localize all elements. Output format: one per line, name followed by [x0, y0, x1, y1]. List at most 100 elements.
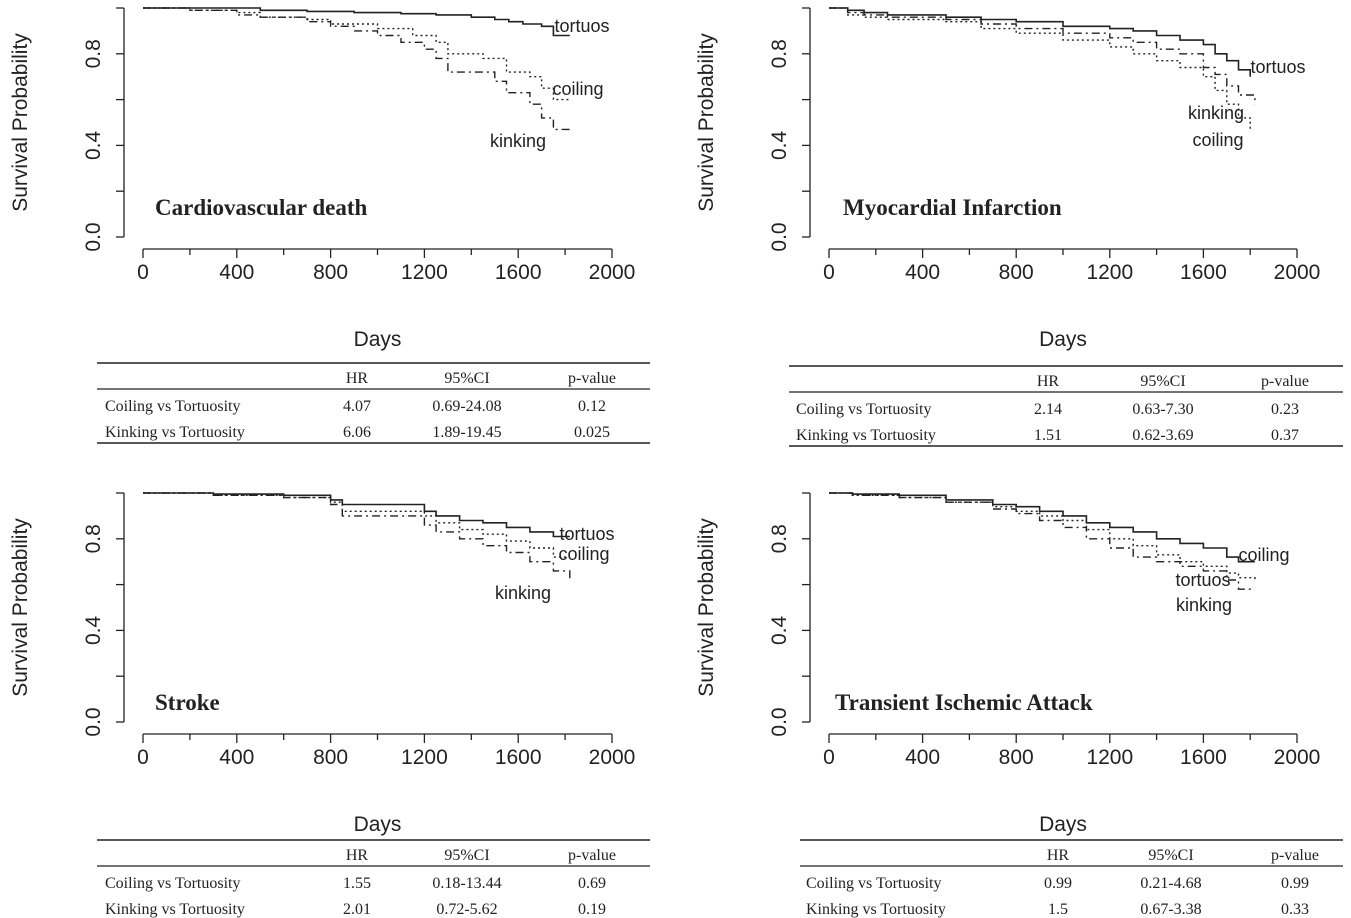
table-cell: 0.62-3.69	[1132, 427, 1193, 444]
x-tick-label: 0	[823, 261, 835, 284]
table-cell: 0.69	[578, 875, 606, 892]
table-cell: 0.21-4.68	[1140, 875, 1201, 892]
series-line-coiling	[143, 7, 570, 101]
series-line-kinking	[143, 7, 570, 131]
series-label-coiling: coiling	[552, 79, 603, 99]
table-cell: 6.06	[343, 424, 371, 441]
table-row-label: Coiling vs Tortuosity	[105, 398, 241, 415]
table-cell: 1.51	[1034, 427, 1062, 444]
y-tick-label: 0.4	[82, 130, 105, 160]
x-axis-label: Days	[1039, 813, 1087, 836]
x-tick-label: 800	[313, 746, 348, 769]
table-cell: 0.23	[1271, 401, 1299, 418]
series-line-kinking	[143, 492, 571, 580]
series-line-tortuos	[829, 7, 1251, 77]
x-tick-label: 2000	[589, 746, 636, 769]
y-axis-label: Survival Probability	[695, 33, 718, 212]
x-tick-label: 1200	[1086, 261, 1133, 284]
table-cell: 0.69-24.08	[432, 398, 501, 415]
table-cell: 0.025	[574, 424, 610, 441]
table-header-cell: HR	[1037, 373, 1060, 390]
table-cell: 0.99	[1044, 875, 1072, 892]
series-line-coiling	[829, 492, 1255, 563]
x-axis-label: Days	[354, 813, 402, 836]
series-label-coiling: coiling	[1238, 545, 1289, 565]
table-cell: 1.89-19.45	[432, 424, 501, 441]
y-tick-label: 0.0	[82, 707, 105, 736]
table-header-cell: HR	[1047, 847, 1070, 864]
x-axis-label: Days	[1039, 328, 1087, 351]
series-label-kinking: kinking	[490, 131, 546, 151]
table-row-label: Kinking vs Tortuosity	[806, 901, 946, 918]
table-header-cell: HR	[346, 370, 369, 387]
y-tick-label: 0.8	[768, 524, 791, 553]
x-axis-label: Days	[354, 328, 402, 351]
series-label-coiling: coiling	[558, 544, 609, 564]
x-tick-label: 0	[823, 746, 835, 769]
y-tick-label: 0.0	[768, 707, 791, 736]
table-header-cell: p-value	[1261, 373, 1309, 390]
series-label-tortuos: tortuos	[554, 16, 609, 36]
table-row-label: Coiling vs Tortuosity	[105, 875, 241, 892]
series-label-kinking: kinking	[1188, 103, 1244, 123]
y-tick-label: 0.4	[82, 615, 105, 645]
chart-panel: 0.0 0.4 0.8 Survival Probability 0 400 800 1200…	[695, 7, 1343, 447]
chart-title: Transient Ischemic Attack	[835, 690, 1093, 715]
x-tick-label: 1200	[1086, 746, 1133, 769]
table-header-cell: 95%CI	[1148, 847, 1193, 864]
table-cell: 0.99	[1281, 875, 1309, 892]
series-label-tortuos: tortuos	[559, 524, 614, 544]
y-axis-label: Survival Probability	[9, 518, 32, 697]
y-tick-label: 0.4	[768, 615, 791, 645]
series-line-kinking	[829, 492, 1255, 590]
chart-panel: 0.0 0.4 0.8 Survival Probability 0 400 800 1200…	[695, 492, 1343, 918]
x-tick-label: 400	[905, 746, 940, 769]
table-cell: 0.67-3.38	[1140, 901, 1201, 918]
x-tick-label: 400	[905, 261, 940, 284]
y-axis-label: Survival Probability	[9, 33, 32, 212]
table-cell: 0.37	[1271, 427, 1299, 444]
x-tick-label: 800	[999, 746, 1034, 769]
x-tick-label: 2000	[1274, 746, 1321, 769]
x-tick-label: 0	[137, 746, 149, 769]
table-row-label: Coiling vs Tortuosity	[806, 875, 942, 892]
y-tick-label: 0.4	[768, 130, 791, 160]
y-tick-label: 0.0	[82, 222, 105, 251]
chart-title: Stroke	[155, 690, 220, 715]
table-cell: 0.19	[578, 901, 606, 918]
table-row-label: Coiling vs Tortuosity	[796, 401, 932, 418]
stats-table: HR 95%CI p-value Coiling vs Tortuosity 4.07 0…	[97, 362, 650, 444]
table-header-cell: HR	[346, 847, 369, 864]
series-line-tortuos	[143, 492, 570, 538]
x-tick-label: 1200	[401, 261, 448, 284]
x-tick-label: 1600	[1180, 746, 1227, 769]
stats-table: HR 95%CI p-value Coiling vs Tortuosity 0.99 0…	[800, 839, 1343, 918]
table-row-label: Kinking vs Tortuosity	[796, 427, 936, 444]
x-tick-label: 1600	[495, 746, 542, 769]
y-tick-label: 0.8	[82, 39, 105, 68]
y-tick-label: 0.8	[768, 39, 791, 68]
series-label-kinking: kinking	[1176, 595, 1232, 615]
x-tick-label: 400	[219, 261, 254, 284]
table-cell: 0.33	[1281, 901, 1309, 918]
series-label-tortuos: tortuos	[1175, 570, 1230, 590]
x-tick-label: 1600	[1180, 261, 1227, 284]
x-tick-label: 2000	[589, 261, 636, 284]
table-header-cell: 95%CI	[1140, 373, 1185, 390]
table-cell: 1.55	[343, 875, 371, 892]
series-label-tortuos: tortuos	[1250, 57, 1305, 77]
chart-title: Myocardial Infarction	[843, 195, 1062, 220]
x-tick-label: 1200	[401, 746, 448, 769]
y-tick-label: 0.8	[82, 524, 105, 553]
chart-panel: 0.0 0.4 0.8 Survival Probability 0 400 800 1200…	[9, 492, 650, 918]
table-cell: 0.18-13.44	[432, 875, 501, 892]
series-line-kinking	[829, 7, 1256, 105]
table-cell: 0.72-5.62	[436, 901, 497, 918]
x-tick-label: 800	[313, 261, 348, 284]
table-header-cell: 95%CI	[444, 370, 489, 387]
table-cell: 2.14	[1034, 401, 1062, 418]
table-row-label: Kinking vs Tortuosity	[105, 901, 245, 918]
y-axis-label: Survival Probability	[695, 518, 718, 697]
table-header-cell: p-value	[568, 370, 616, 387]
